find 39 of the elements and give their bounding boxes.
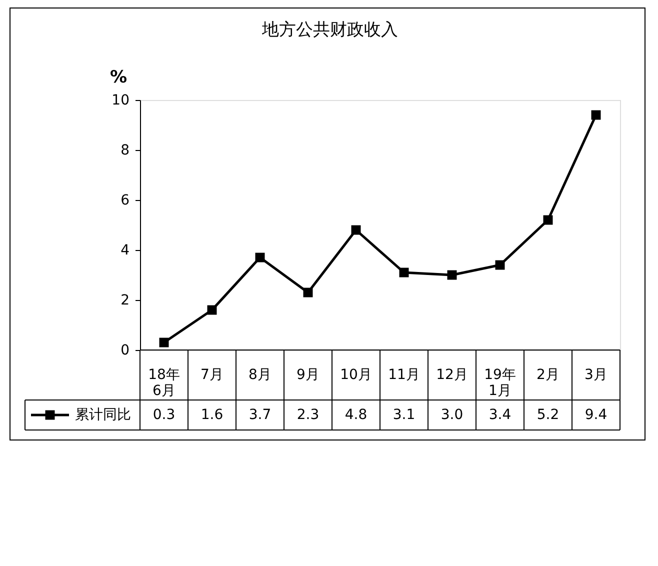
y-tick-label: 0 — [120, 342, 130, 358]
point — [591, 110, 601, 120]
x-tick-label: 9月 — [296, 367, 320, 383]
x-tick-label: 19年 1月 — [484, 367, 516, 399]
point — [351, 225, 361, 235]
x-tick-label: 11月 — [388, 367, 420, 383]
y-tick-label: 8 — [120, 142, 130, 158]
point — [303, 288, 313, 298]
x-tick-label: 18年 6月 — [148, 367, 180, 399]
point — [543, 215, 553, 225]
point — [447, 270, 457, 280]
x-tick-label: 7月 — [200, 367, 224, 383]
point — [207, 305, 217, 315]
x-tick-label: 8月 — [248, 367, 272, 383]
legend-label: 累计同比 — [75, 407, 131, 423]
text: 3.4 — [488, 407, 512, 423]
x-tick-label: 12月 — [436, 367, 468, 383]
text: 3.0 — [440, 407, 464, 423]
point — [159, 338, 169, 348]
text: 0.3 — [152, 407, 176, 423]
y-tick-label: 2 — [120, 292, 130, 308]
text: 3.7 — [248, 407, 272, 423]
x-tick-label: 3月 — [584, 367, 608, 383]
y-tick-label: 4 — [120, 242, 130, 258]
point — [255, 252, 265, 262]
text: 9.4 — [584, 407, 608, 423]
chart-title: 地方公共财政收入 — [261, 20, 398, 40]
x-tick-label: 2月 — [536, 367, 560, 383]
text: 4.8 — [344, 407, 368, 423]
text: 5.2 — [536, 407, 560, 423]
point — [399, 268, 409, 278]
y-tick-label: 6 — [120, 192, 130, 208]
y-tick-label: 10 — [112, 92, 130, 108]
point — [495, 260, 505, 270]
text: 2.3 — [296, 407, 320, 423]
text: 3.1 — [392, 407, 416, 423]
text: 1.6 — [200, 407, 224, 423]
x-tick-label: 10月 — [340, 367, 372, 383]
y-axis-title: % — [110, 68, 128, 88]
